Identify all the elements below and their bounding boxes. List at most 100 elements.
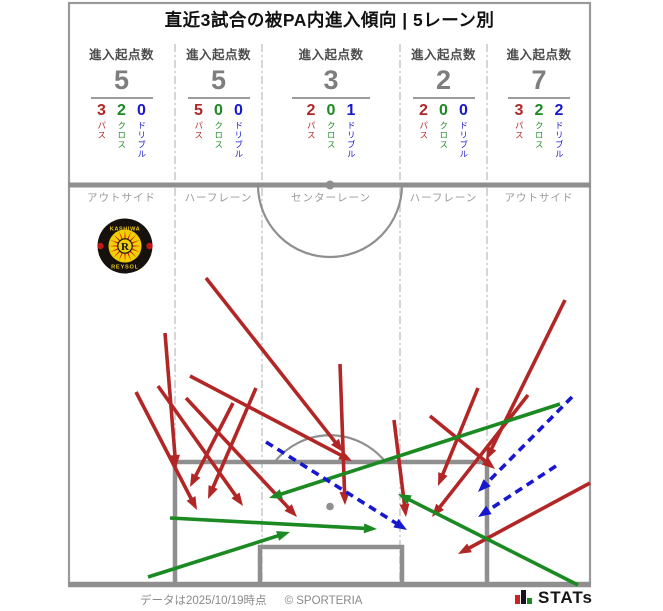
cross-label: クロス xyxy=(438,121,449,150)
pass-arrow xyxy=(156,384,240,500)
dribble-count: 0 xyxy=(459,102,468,120)
stat-breakdown: 2 パス 0 クロス 1 ドリブル xyxy=(262,102,400,160)
entry-total: 2 xyxy=(435,65,452,95)
cross-arrow xyxy=(405,496,579,587)
center-mark xyxy=(325,180,335,190)
pass-arrowhead xyxy=(169,454,180,468)
goal-area xyxy=(257,544,405,584)
stat-breakdown: 3 パス 2 クロス 2 ドリブル xyxy=(487,102,591,160)
cross-count: 2 xyxy=(534,102,544,120)
sun-ray xyxy=(130,247,140,253)
pass-arrowhead xyxy=(186,496,197,510)
pass-arrow xyxy=(204,276,339,447)
cross-arrowhead xyxy=(276,531,290,541)
cross-label: クロス xyxy=(534,121,545,150)
lane-stat-outside-right: 進入起点数 7 3 パス 2 クロス 2 ドリブル xyxy=(487,44,591,184)
dribble-arrowhead xyxy=(478,505,492,517)
cross-arrowhead xyxy=(269,489,283,499)
zone-label-outside-left: アウトサイド xyxy=(87,192,156,204)
dribble-label: ドリブル xyxy=(458,121,469,160)
sun-ray xyxy=(124,230,126,241)
dribble-count: 1 xyxy=(346,102,356,120)
stat-header-label: 進入起点数 xyxy=(185,48,251,62)
zone-label-half-right: ハーフレーン xyxy=(409,192,478,204)
pass-count: 2 xyxy=(306,102,316,120)
pass-arrowhead xyxy=(231,492,243,506)
pass-arrow xyxy=(189,374,345,459)
cross-arrow xyxy=(169,516,369,531)
page-title: 直近3試合の被PA内進入傾向 | 5レーン別 xyxy=(164,10,495,30)
bar-chart-icon xyxy=(515,590,532,606)
cross-count: 0 xyxy=(439,102,448,120)
sun-ray xyxy=(130,239,140,245)
cross-arrowhead xyxy=(363,523,377,534)
entry-arrows xyxy=(134,276,591,587)
cross-label: クロス xyxy=(326,121,337,150)
copyright: © SPORTERIA xyxy=(284,595,363,607)
center-circle-arc xyxy=(256,184,404,259)
pass-arrowhead xyxy=(438,472,448,486)
stat-breakdown: 5 パス 0 クロス 0 ドリブル xyxy=(175,102,262,160)
pass-arrow xyxy=(439,387,480,479)
dribble-count: 2 xyxy=(554,102,564,120)
sun-ray xyxy=(118,231,124,241)
penalty-box xyxy=(172,459,490,584)
sun-ray xyxy=(110,239,120,245)
pass-label: パス xyxy=(418,121,429,141)
pass-arrowhead xyxy=(399,503,410,517)
lane-stat-center: 進入起点数 3 2 パス 0 クロス 1 ドリブル xyxy=(262,44,400,184)
stats-logo-text: STATs xyxy=(537,588,593,607)
cross-arrow xyxy=(277,402,561,497)
badge-core xyxy=(117,238,133,254)
sun-ray xyxy=(128,234,137,243)
sun-ray xyxy=(126,251,132,261)
dribble-arrowhead xyxy=(393,518,407,530)
pass-count: 5 xyxy=(194,102,203,120)
cross-label: クロス xyxy=(116,121,127,150)
cross-count: 2 xyxy=(117,102,126,120)
dribble-arrow xyxy=(483,395,574,487)
pass-label: パス xyxy=(306,121,317,141)
cross-count: 0 xyxy=(214,102,223,120)
lane-stat-halfspace-right: 進入起点数 2 2 パス 0 クロス 0 ドリブル xyxy=(400,44,487,184)
entry-total: 5 xyxy=(210,65,227,95)
stat-underline xyxy=(187,97,250,100)
pass-label: パス xyxy=(96,121,107,141)
pass-arrow xyxy=(392,419,407,509)
stat-breakdown: 2 パス 0 クロス 0 ドリブル xyxy=(400,102,487,160)
lane-stat-halfspace-left: 進入起点数 5 5 パス 0 クロス 0 ドリブル xyxy=(175,44,262,184)
pass-arrowhead xyxy=(331,438,343,452)
cross-arrow xyxy=(147,533,282,579)
data-date-note: データは2025/10/19時点 xyxy=(140,595,267,607)
pass-arrowhead xyxy=(458,543,472,554)
pass-arrow xyxy=(436,393,530,512)
pass-arrow xyxy=(163,332,178,460)
stat-header-label: 進入起点数 xyxy=(410,48,476,62)
pass-arrowhead xyxy=(339,491,350,505)
badge-accent-right xyxy=(146,242,153,250)
dribble-label: ドリブル xyxy=(233,121,244,160)
sun-ray xyxy=(113,249,122,258)
cross-label: クロス xyxy=(213,121,224,150)
badge-letter: R xyxy=(121,241,130,253)
stat-breakdown: 3 パス 2 クロス 0 ドリブル xyxy=(68,102,175,160)
sun-ray xyxy=(118,251,124,261)
pass-count: 3 xyxy=(97,102,106,120)
badge-top-text: KASHIWA xyxy=(110,227,141,233)
stat-header-label: 進入起点数 xyxy=(298,48,364,62)
badge-accent-left xyxy=(97,242,104,250)
pass-count: 2 xyxy=(419,102,428,120)
pass-label: パス xyxy=(193,121,204,141)
footer-note: データは2025/10/19時点 © SPORTERIA xyxy=(140,592,590,608)
pass-arrow xyxy=(192,402,235,480)
badge-bottom-text: REYSOL xyxy=(111,265,139,271)
sun-ray xyxy=(126,231,132,241)
pass-label: パス xyxy=(514,121,525,141)
stat-underline xyxy=(292,97,370,100)
pass-arrowhead xyxy=(486,446,497,460)
pass-arrow xyxy=(184,396,293,512)
sun-ray xyxy=(109,245,120,247)
pass-arrow xyxy=(134,391,195,503)
dribble-label: ドリブル xyxy=(346,121,357,160)
